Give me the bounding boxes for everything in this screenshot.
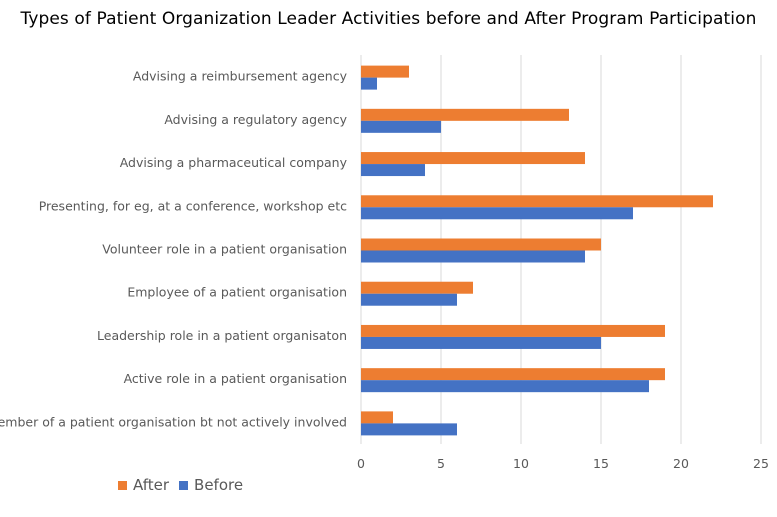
legend-swatch-after [118,480,127,490]
x-axis-tick-labels: 0 5 10 15 20 25 [357,456,769,471]
category-label: Active role in a patient organisation [124,371,347,386]
bar-before [361,293,457,306]
x-tick-label: 15 [593,456,609,471]
legend-swatch-before [179,480,189,490]
bar-after [361,411,393,424]
category-label: Presenting, for eg, at a conference, wor… [39,198,347,213]
bar-after [361,65,409,78]
category-label: Advising a reimbursement agency [133,69,348,84]
bar-before [361,207,633,220]
legend: After Before [118,476,253,494]
bar-before [361,423,457,436]
bar-after [361,108,569,121]
category-label: Member of a patient organisation bt not … [0,414,347,429]
bar-after [361,324,665,337]
legend-label-before: Before [194,476,244,494]
bar-before [361,380,649,393]
category-label: Leadership role in a patient organisaton [97,328,347,343]
x-tick-label: 25 [753,456,769,471]
category-label: Advising a pharmaceutical company [120,155,348,170]
x-tick-label: 5 [437,456,445,471]
chart-title: Types of Patient Organization Leader Act… [20,9,757,29]
bar-before [361,250,585,263]
category-label: Employee of a patient organisation [127,285,347,300]
bar-before [361,120,441,133]
bar-after [361,195,713,208]
category-labels: Advising a reimbursement agency Advising … [0,69,348,430]
bar-after [361,152,585,165]
x-tick-label: 20 [673,456,689,471]
bar-before [361,164,425,177]
x-tick-label: 0 [357,456,365,471]
category-label: Advising a regulatory agency [164,112,347,127]
bar-after [361,238,601,251]
bars [361,65,713,436]
legend-item-after: After [118,476,169,494]
legend-label-after: After [133,476,170,494]
bar-before [361,77,377,90]
bar-after [361,368,665,381]
bar-before [361,336,601,349]
legend-item-before: Before [179,476,243,494]
bar-after [361,281,473,294]
category-label: Volunteer role in a patient organisation [102,242,347,257]
x-tick-label: 10 [513,456,529,471]
